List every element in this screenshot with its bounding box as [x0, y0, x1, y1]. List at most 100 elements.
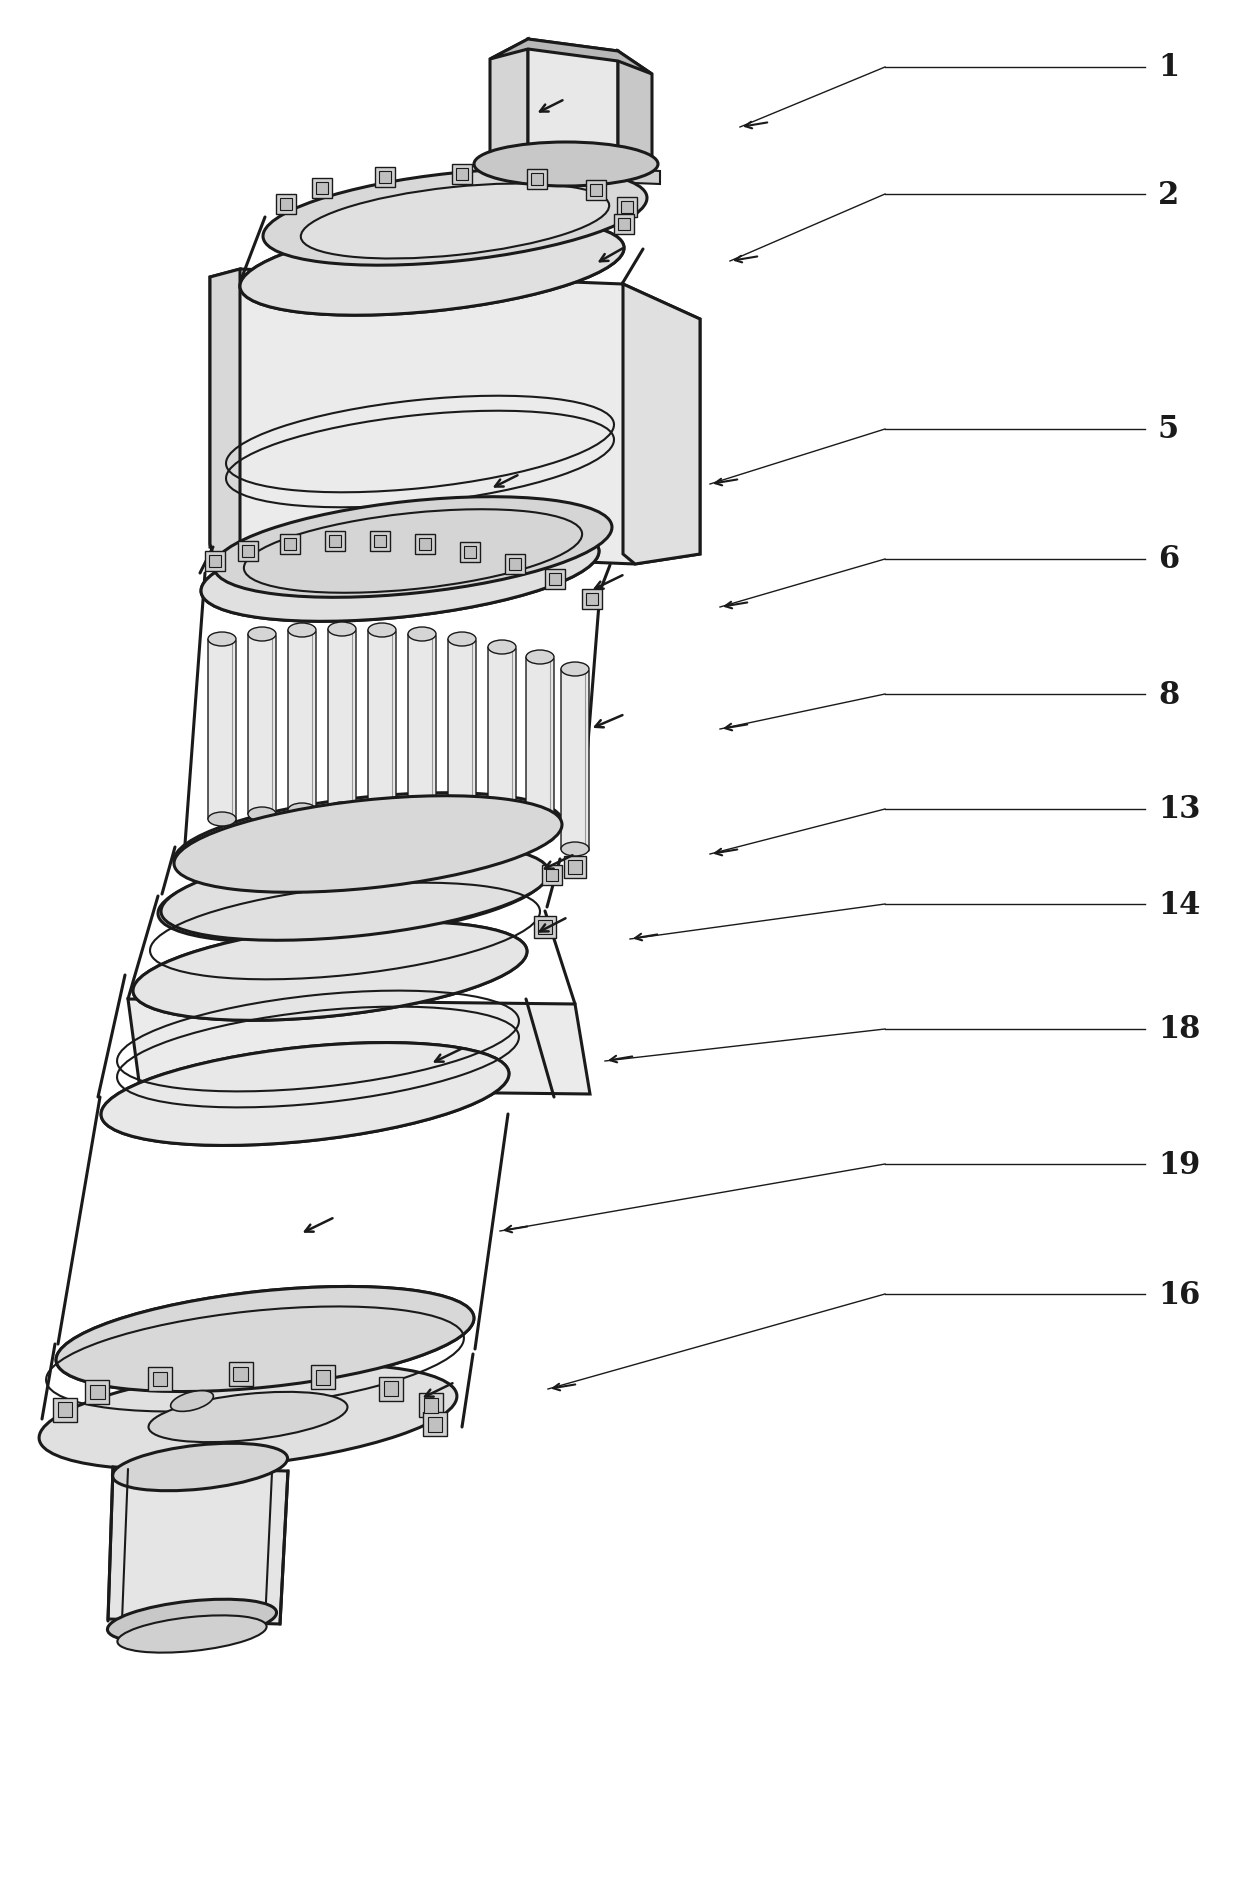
Text: 5: 5 — [1158, 414, 1179, 446]
Ellipse shape — [368, 803, 396, 818]
Polygon shape — [248, 635, 277, 816]
Text: 19: 19 — [1158, 1149, 1200, 1181]
Polygon shape — [153, 1371, 167, 1387]
Polygon shape — [280, 535, 300, 555]
Polygon shape — [546, 869, 558, 882]
Ellipse shape — [113, 1443, 288, 1490]
Polygon shape — [585, 181, 606, 200]
Ellipse shape — [560, 842, 589, 856]
Polygon shape — [526, 657, 554, 839]
Ellipse shape — [157, 846, 546, 943]
Polygon shape — [53, 1398, 77, 1422]
Polygon shape — [527, 170, 547, 189]
Ellipse shape — [288, 803, 316, 818]
Polygon shape — [238, 542, 258, 561]
Ellipse shape — [102, 1043, 508, 1147]
Ellipse shape — [149, 1392, 347, 1443]
Ellipse shape — [408, 627, 436, 642]
Ellipse shape — [448, 812, 476, 827]
Polygon shape — [415, 535, 435, 555]
Polygon shape — [329, 629, 356, 812]
Ellipse shape — [208, 812, 236, 827]
Polygon shape — [531, 174, 543, 185]
Ellipse shape — [489, 640, 516, 655]
Polygon shape — [560, 669, 589, 852]
Polygon shape — [590, 185, 601, 196]
Polygon shape — [477, 162, 660, 185]
Polygon shape — [621, 202, 632, 213]
Polygon shape — [428, 1417, 443, 1432]
Ellipse shape — [526, 831, 554, 844]
Text: 8: 8 — [1158, 680, 1179, 710]
Polygon shape — [455, 168, 467, 181]
Polygon shape — [582, 589, 601, 610]
Polygon shape — [280, 198, 291, 210]
Polygon shape — [538, 922, 552, 933]
Polygon shape — [312, 179, 332, 198]
Ellipse shape — [208, 803, 527, 880]
Ellipse shape — [248, 627, 277, 642]
Ellipse shape — [201, 521, 599, 621]
Ellipse shape — [368, 623, 396, 638]
Polygon shape — [210, 555, 221, 569]
Ellipse shape — [174, 797, 562, 893]
Polygon shape — [210, 270, 241, 561]
Polygon shape — [284, 538, 296, 552]
Ellipse shape — [329, 623, 356, 637]
Polygon shape — [277, 195, 296, 215]
Ellipse shape — [448, 633, 476, 646]
Polygon shape — [546, 570, 565, 589]
Ellipse shape — [133, 922, 527, 1020]
Polygon shape — [618, 53, 652, 172]
Polygon shape — [614, 215, 634, 236]
Polygon shape — [423, 1413, 448, 1438]
Polygon shape — [379, 172, 391, 185]
Polygon shape — [210, 270, 701, 565]
Text: 6: 6 — [1158, 544, 1179, 574]
Ellipse shape — [40, 1364, 456, 1470]
Polygon shape — [379, 1377, 403, 1402]
Ellipse shape — [236, 531, 564, 612]
Polygon shape — [505, 555, 525, 574]
Polygon shape — [329, 536, 341, 548]
Polygon shape — [228, 1362, 253, 1387]
Polygon shape — [108, 1468, 288, 1625]
Ellipse shape — [301, 185, 609, 259]
Polygon shape — [490, 40, 528, 176]
Polygon shape — [325, 531, 345, 552]
Polygon shape — [208, 640, 236, 822]
Polygon shape — [424, 1398, 438, 1413]
Text: 1: 1 — [1158, 53, 1179, 83]
Polygon shape — [383, 1381, 398, 1396]
Polygon shape — [233, 1368, 248, 1381]
Ellipse shape — [108, 1600, 277, 1643]
Polygon shape — [528, 40, 618, 162]
Polygon shape — [419, 538, 432, 552]
Ellipse shape — [248, 808, 277, 822]
Text: 2: 2 — [1158, 179, 1179, 210]
Ellipse shape — [526, 650, 554, 665]
Ellipse shape — [474, 144, 658, 187]
Polygon shape — [374, 536, 386, 548]
Polygon shape — [542, 865, 562, 886]
Polygon shape — [374, 168, 396, 189]
Polygon shape — [242, 546, 254, 557]
Ellipse shape — [174, 793, 562, 890]
Polygon shape — [370, 531, 391, 552]
Polygon shape — [311, 1366, 335, 1390]
Polygon shape — [508, 559, 521, 570]
Text: 14: 14 — [1158, 890, 1200, 920]
Text: 16: 16 — [1158, 1279, 1200, 1309]
Ellipse shape — [118, 1615, 267, 1653]
Text: 18: 18 — [1158, 1014, 1200, 1045]
Polygon shape — [451, 164, 471, 185]
Polygon shape — [464, 546, 476, 559]
Polygon shape — [622, 285, 701, 565]
Ellipse shape — [201, 521, 599, 621]
Polygon shape — [86, 1381, 109, 1404]
Polygon shape — [57, 1404, 72, 1417]
Polygon shape — [316, 183, 329, 195]
Ellipse shape — [408, 808, 436, 822]
Polygon shape — [549, 574, 560, 586]
Polygon shape — [618, 219, 630, 230]
